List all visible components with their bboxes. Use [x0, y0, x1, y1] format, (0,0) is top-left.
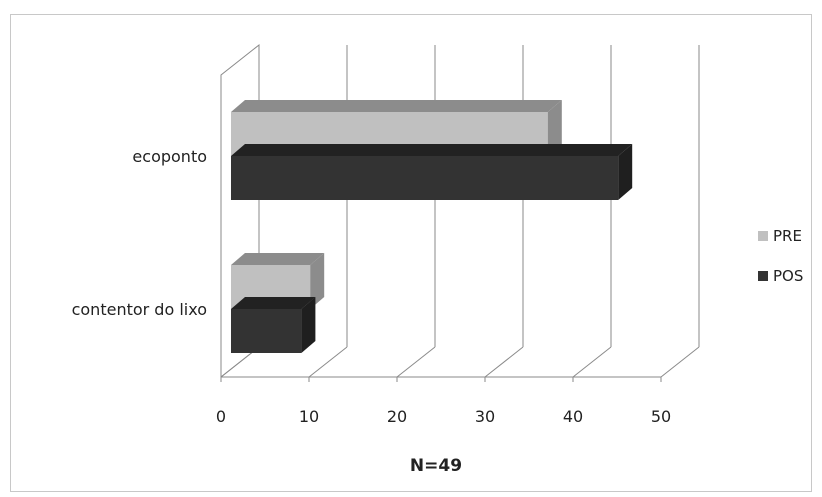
bars — [231, 100, 633, 353]
x-tick-label: 30 — [475, 407, 495, 426]
bar-pre-0-top — [231, 253, 325, 265]
bar-pos-0-top — [231, 297, 316, 309]
legend-swatch-pre — [758, 231, 768, 241]
legend: PRE POS — [758, 227, 803, 285]
x-axis-label: N=49 — [410, 456, 462, 476]
floor-gridline — [484, 346, 524, 378]
bar-pre-0-side — [310, 253, 325, 309]
bar-pos-1-top — [231, 144, 633, 156]
legend-label-pos: POS — [773, 267, 803, 285]
floor-gridline — [396, 346, 436, 378]
legend-swatch-pos — [758, 271, 768, 281]
bar-pre-1-side — [547, 100, 562, 156]
bar-pos-0 — [231, 309, 302, 353]
x-tick-label: 0 — [216, 407, 226, 426]
legend-label-pre: PRE — [773, 227, 802, 245]
floor-gridline — [572, 346, 612, 378]
x-tick-labels: 0 10 20 30 40 50 — [216, 407, 671, 426]
category-label: contentor do lixo — [72, 300, 207, 319]
x-tick-label: 50 — [651, 407, 671, 426]
x-tick-label: 20 — [387, 407, 407, 426]
bar-pos-1-side — [618, 144, 633, 200]
bar-pos-1 — [231, 156, 619, 200]
x-tick-label: 40 — [563, 407, 583, 426]
bar-chart: contentor do lixo ecoponto 0 10 20 30 40 50 N=… — [72, 43, 803, 476]
bar-pos-0-side — [301, 297, 316, 353]
x-tick-label: 10 — [299, 407, 319, 426]
category-labels: contentor do lixo ecoponto — [72, 147, 207, 319]
category-label: ecoponto — [132, 147, 207, 166]
bar-pre-1-top — [231, 100, 562, 112]
floor-gridline — [308, 346, 348, 378]
floor-gridline — [660, 346, 700, 378]
chart-frame: contentor do lixo ecoponto 0 10 20 30 40 50 N=… — [10, 14, 812, 492]
